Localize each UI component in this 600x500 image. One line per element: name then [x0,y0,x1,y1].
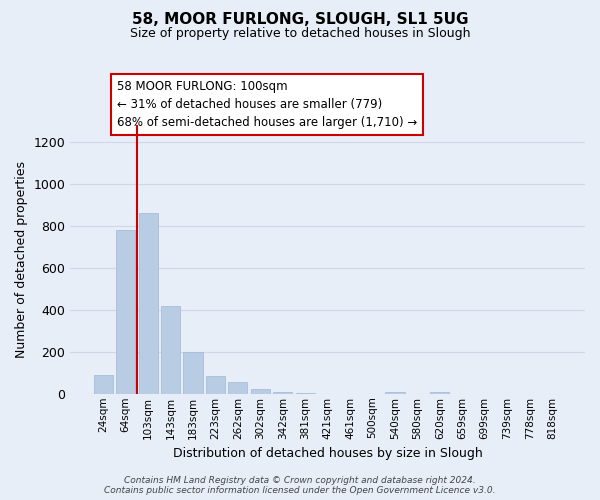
X-axis label: Distribution of detached houses by size in Slough: Distribution of detached houses by size … [173,447,482,460]
Text: Contains HM Land Registry data © Crown copyright and database right 2024.
Contai: Contains HM Land Registry data © Crown c… [104,476,496,495]
Text: 58, MOOR FURLONG, SLOUGH, SL1 5UG: 58, MOOR FURLONG, SLOUGH, SL1 5UG [132,12,468,28]
Bar [116,230,135,394]
Text: Size of property relative to detached houses in Slough: Size of property relative to detached ho… [130,28,470,40]
Bar [206,376,225,394]
Text: 58 MOOR FURLONG: 100sqm
← 31% of detached houses are smaller (779)
68% of semi-d: 58 MOOR FURLONG: 100sqm ← 31% of detache… [116,80,417,129]
Bar [139,214,158,394]
Y-axis label: Number of detached properties: Number of detached properties [15,161,28,358]
Bar [184,352,203,394]
Bar [273,392,292,394]
Bar [94,375,113,394]
Bar [251,389,270,394]
Bar [229,382,247,394]
Bar [385,392,404,394]
Bar [430,392,449,394]
Bar [161,306,180,394]
